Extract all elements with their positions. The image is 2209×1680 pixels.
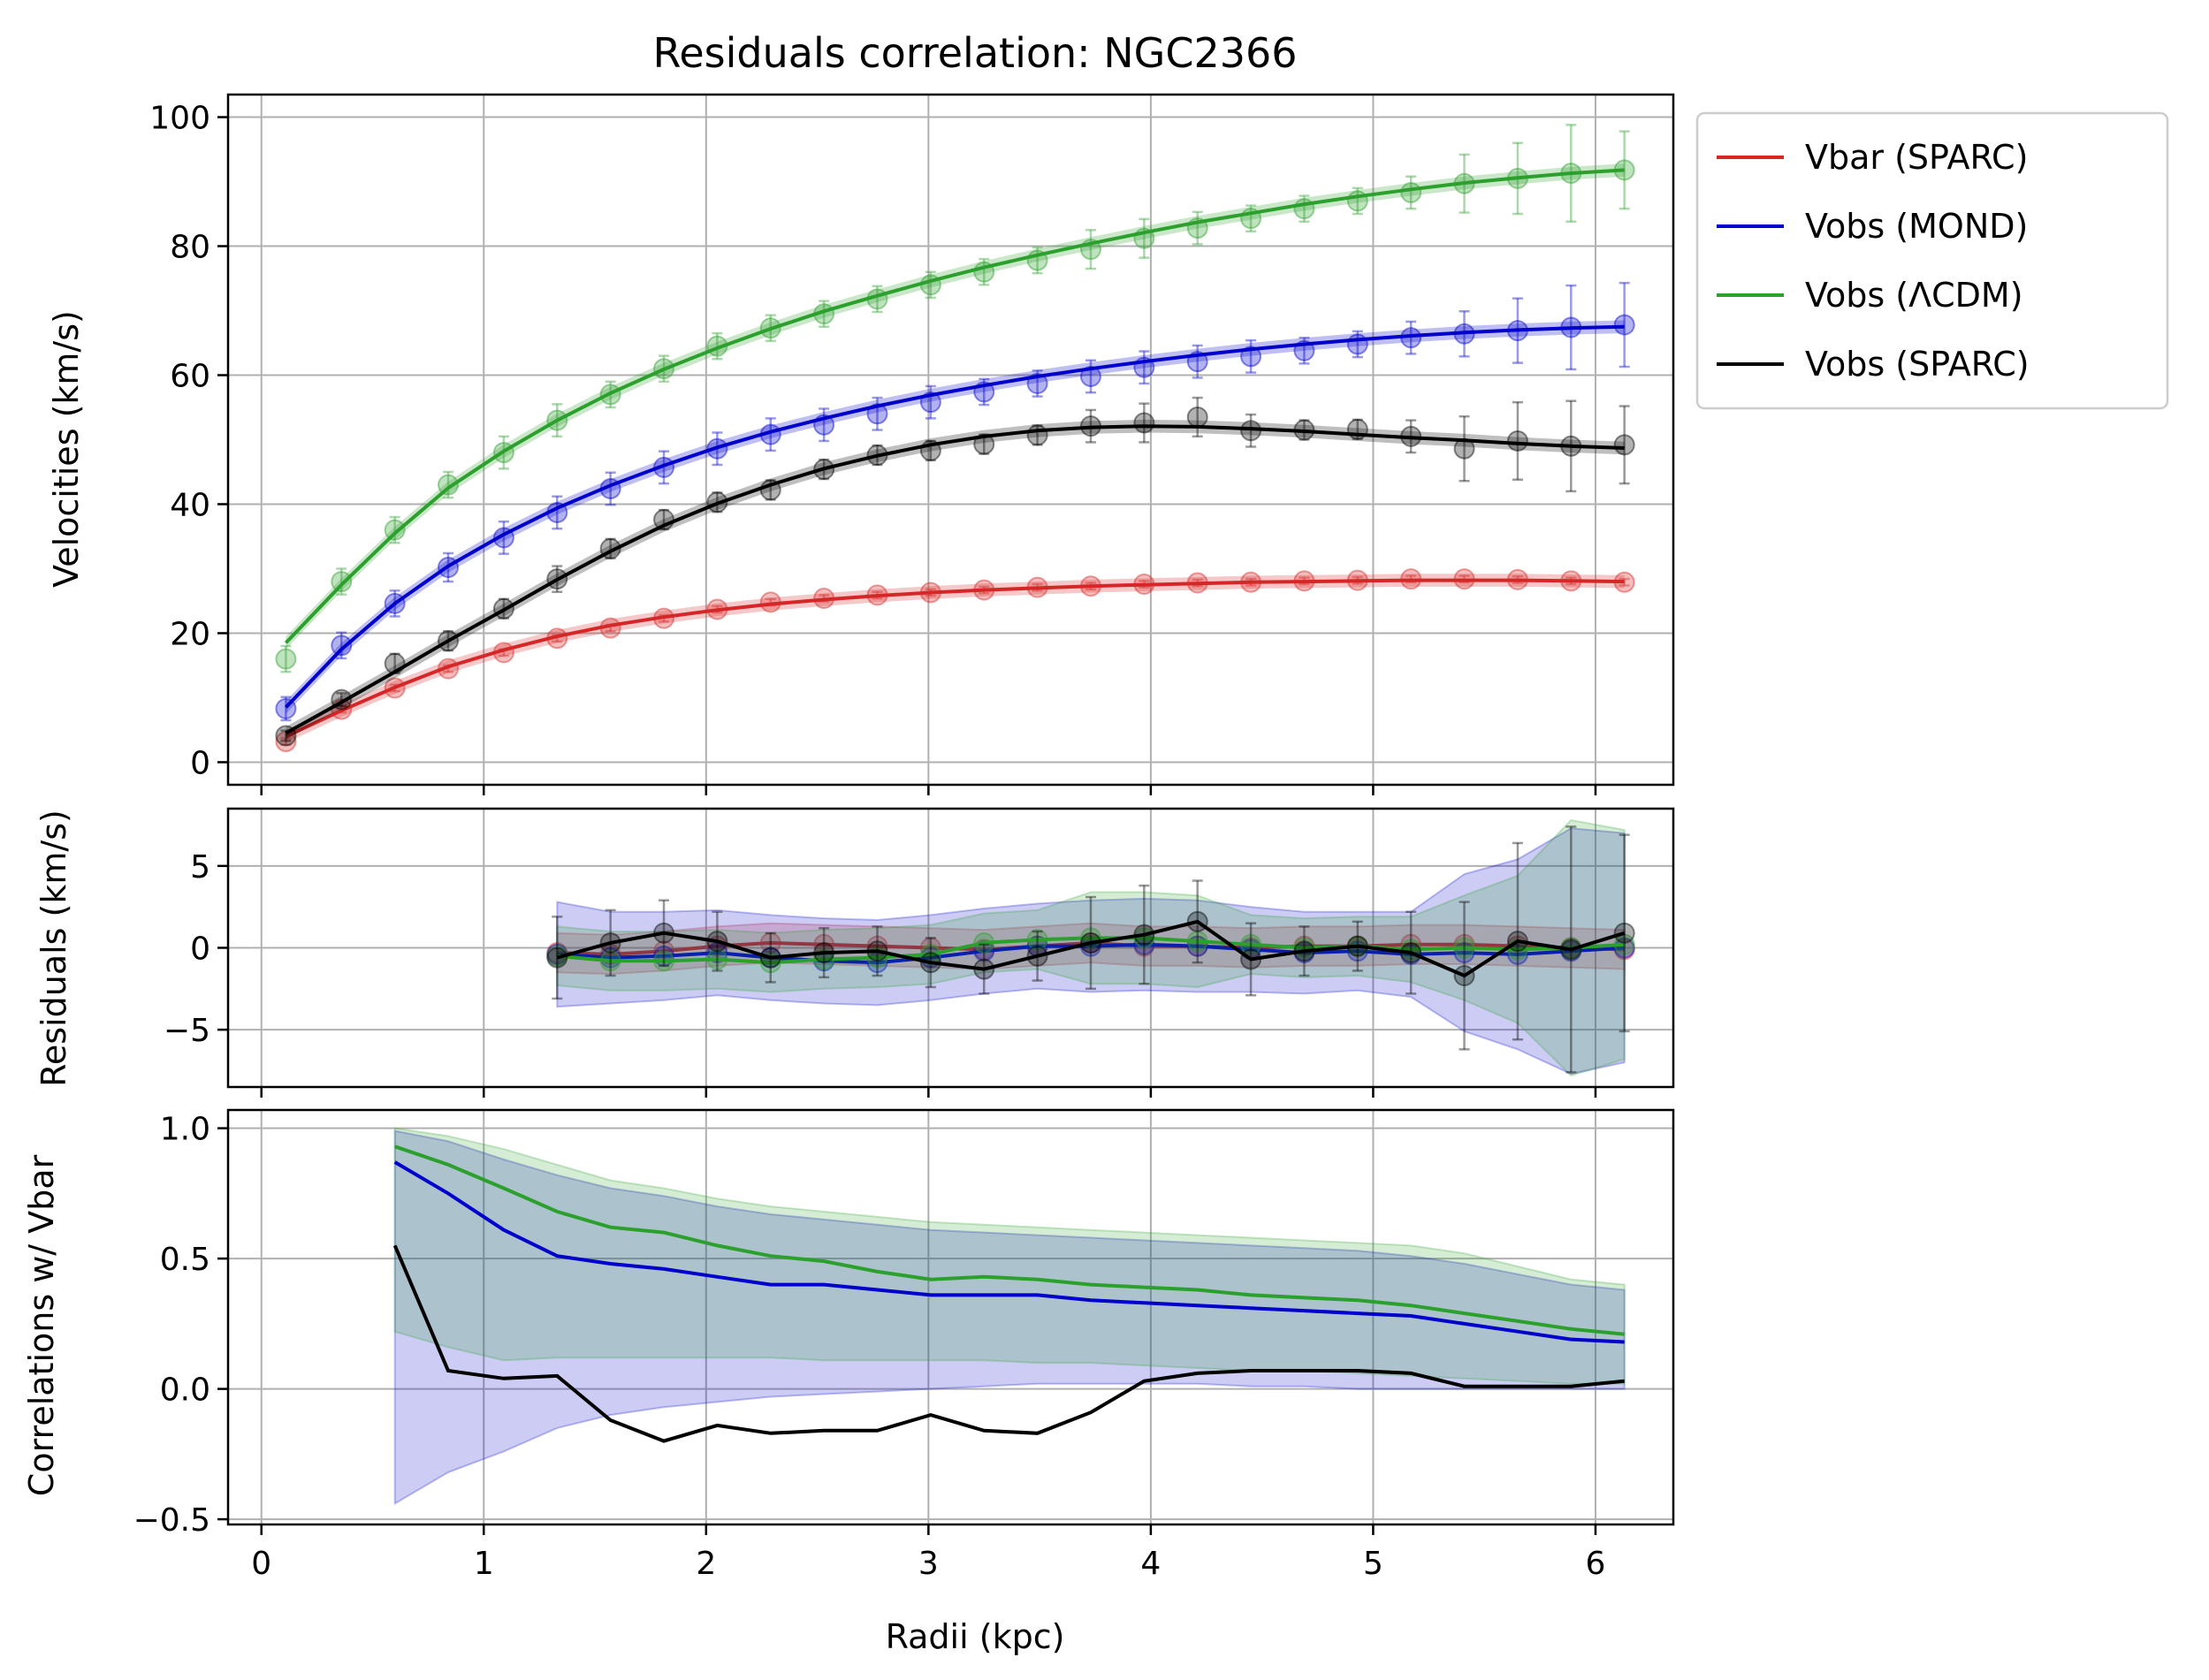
x-tick-label: 2: [696, 1546, 716, 1582]
data-point: [331, 571, 353, 593]
y-tick-label: 0: [190, 745, 210, 781]
velocities-y-label: Velocities (km/s): [47, 310, 86, 588]
plot-area: [275, 124, 1635, 753]
data-point: [1186, 406, 1208, 428]
data-point: [331, 635, 353, 657]
data-point: [1613, 434, 1635, 456]
y-tick-label: −0.5: [133, 1502, 210, 1539]
panel-3: 0 1 2 3 4 5 6 −0.5 0.0 0.5 1.0: [133, 1108, 1675, 1582]
axes-frame: [226, 1108, 1675, 1526]
y-tick-label: 80: [170, 230, 210, 266]
data-point: [1133, 412, 1155, 434]
fit-line: [284, 168, 1625, 644]
y-tick-label: 0.5: [160, 1242, 210, 1278]
x-tick-label: 6: [1586, 1546, 1606, 1582]
fit-line: [285, 424, 1625, 735]
data-point: [1079, 365, 1101, 387]
legend-entry: Vobs (ΛCDM): [1805, 276, 2023, 315]
plot-area: [392, 1127, 1626, 1506]
data-point: [973, 433, 995, 455]
y-tick-label: 5: [190, 849, 210, 886]
x-tick-label: 3: [918, 1546, 939, 1582]
x-tick-label: 5: [1363, 1546, 1383, 1582]
panel-1: 0 20 40 60 80 100: [149, 93, 1675, 795]
data-point: [1400, 181, 1422, 203]
residual-line: [557, 936, 1625, 965]
y-tick-label: −5: [164, 1013, 210, 1049]
fit-line: [284, 324, 1625, 709]
residual-band: [556, 818, 1626, 1077]
residuals-y-label: Residuals (km/s): [34, 810, 73, 1087]
correlation-line: [392, 1244, 1625, 1443]
residual-line: [557, 942, 1625, 965]
y-tick-label: 1.0: [160, 1112, 210, 1148]
axes-frame: [226, 93, 1675, 787]
legend-entry: Vobs (MOND): [1805, 207, 2028, 246]
y-tick-label: 0: [190, 931, 210, 968]
legend-entry: Vbar (SPARC): [1805, 138, 2028, 177]
y-tick-label: 40: [170, 487, 210, 523]
correlation-band: [393, 1129, 1626, 1506]
x-tick-label: 0: [251, 1546, 271, 1582]
residual-point: [546, 946, 568, 969]
data-point: [275, 648, 297, 670]
y-tick-label: 100: [149, 101, 210, 137]
x-tick-label: 1: [474, 1546, 494, 1582]
y-tick-label: 0.0: [160, 1372, 210, 1409]
legend-entry: Vobs (SPARC): [1805, 345, 2030, 384]
x-tick-label: 4: [1140, 1546, 1161, 1582]
data-point: [1613, 314, 1635, 336]
correlation-line: [393, 1160, 1625, 1344]
correlation-line: [394, 1144, 1625, 1336]
chart-title: Residuals correlation: NGC2366: [652, 29, 1297, 77]
legend-frame: [1695, 111, 2169, 410]
y-tick-label: 60: [170, 359, 210, 395]
data-point: [1026, 424, 1048, 446]
legend: Vbar (SPARC) Vobs (MOND) Vobs (ΛCDM) Vobs (…: [1695, 111, 2169, 410]
panel-2: −5 0 5: [164, 807, 1675, 1098]
residual-line: [556, 919, 1626, 978]
data-point: [438, 474, 460, 496]
residual-band: [556, 827, 1626, 1076]
data-point: [384, 519, 406, 541]
y-tick-label: 20: [170, 616, 210, 652]
data-point: [1346, 333, 1368, 355]
data-point: [1506, 430, 1528, 452]
plot-area: [546, 818, 1635, 1077]
correlations-y-label: Correlations w/ Vbar: [22, 1154, 61, 1496]
fit-line: [285, 578, 1625, 739]
correlation-band: [393, 1127, 1626, 1385]
x-axis-label: Radii (kpc): [886, 1617, 1065, 1656]
fit-band: [286, 574, 1625, 743]
